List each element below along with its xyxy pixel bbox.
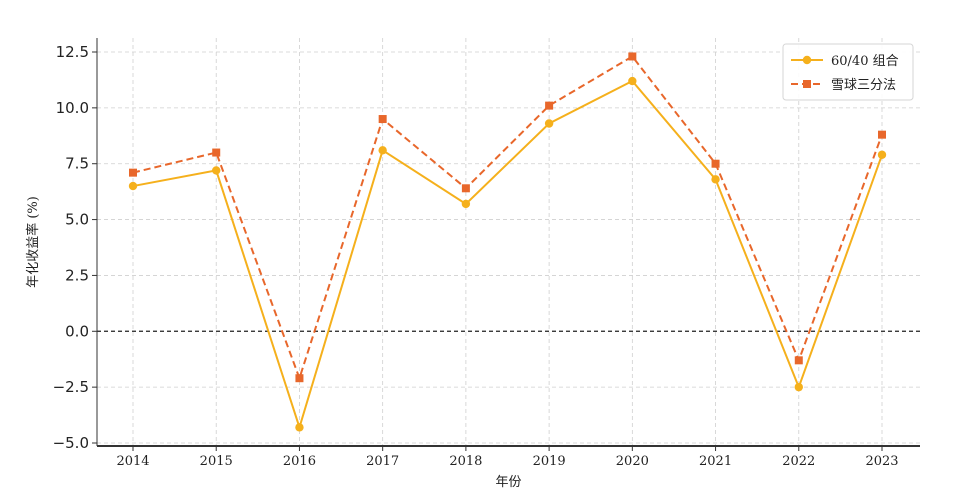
data-point-series-2 bbox=[378, 115, 387, 124]
x-axis-ticks: 2014 2015 2016 2017 2018 2019 2020 2021 2022 2023 bbox=[116, 446, 899, 469]
x-tick-label: 2021 bbox=[699, 454, 732, 469]
data-point-series-1 bbox=[295, 423, 304, 432]
series-group bbox=[128, 52, 887, 432]
series-line-1 bbox=[132, 79, 883, 431]
data-point-series-1 bbox=[128, 181, 138, 191]
data-point-series-1 bbox=[378, 146, 387, 155]
legend-entry-label: 60/40 组合 bbox=[831, 54, 899, 69]
y-tick-label: −2.5 bbox=[53, 378, 89, 396]
data-point-series-1 bbox=[461, 199, 471, 209]
data-point-series-2 bbox=[129, 168, 137, 177]
x-tick-label: 2015 bbox=[200, 454, 233, 469]
x-tick-label: 2018 bbox=[449, 454, 482, 469]
legend-swatch-marker bbox=[803, 80, 811, 88]
legend-entry-label: 雪球三分法 bbox=[831, 78, 896, 93]
y-tick-label: 2.5 bbox=[65, 266, 89, 284]
legend-box bbox=[782, 43, 914, 101]
data-point-series-1 bbox=[877, 150, 887, 159]
y-tick-label: −5.0 bbox=[53, 434, 89, 452]
x-tick-label: 2014 bbox=[116, 454, 149, 469]
data-point-series-2 bbox=[628, 52, 637, 61]
data-point-series-2 bbox=[212, 148, 221, 157]
x-tick-label: 2017 bbox=[366, 454, 399, 469]
data-point-series-2 bbox=[878, 130, 886, 139]
data-point-series-1 bbox=[212, 166, 221, 175]
y-tick-label: 12.5 bbox=[56, 43, 89, 61]
y-tick-label: 10.0 bbox=[56, 99, 89, 117]
x-tick-label: 2022 bbox=[782, 454, 815, 469]
axes bbox=[96, 38, 920, 447]
grid-lines bbox=[97, 38, 920, 446]
data-point-series-1 bbox=[544, 119, 554, 128]
y-axis-label: 年化收益率 (%) bbox=[25, 196, 41, 288]
data-point-series-2 bbox=[461, 184, 470, 193]
x-tick-label: 2016 bbox=[283, 454, 316, 469]
x-tick-label: 2020 bbox=[616, 454, 649, 469]
y-tick-label: 5.0 bbox=[65, 211, 89, 229]
x-tick-label: 2019 bbox=[533, 454, 566, 469]
data-point-series-2 bbox=[545, 101, 554, 110]
x-tick-label: 2023 bbox=[865, 454, 898, 469]
data-point-series-2 bbox=[295, 374, 304, 383]
x-axis-label: 年份 bbox=[495, 475, 521, 490]
y-tick-label: 0.0 bbox=[65, 322, 89, 340]
data-point-series-1 bbox=[628, 76, 637, 86]
data-point-series-1 bbox=[794, 382, 803, 392]
y-tick-label: 7.5 bbox=[65, 155, 89, 173]
series-line-2 bbox=[132, 55, 883, 382]
y-axis-ticks: −5.0 −2.5 0.0 2.5 5.0 7.5 10.0 12.5 bbox=[53, 43, 97, 452]
data-point-series-2 bbox=[794, 356, 803, 365]
data-point-series-1 bbox=[711, 175, 720, 184]
data-point-series-2 bbox=[711, 159, 720, 168]
legend-swatch-marker bbox=[802, 55, 812, 65]
